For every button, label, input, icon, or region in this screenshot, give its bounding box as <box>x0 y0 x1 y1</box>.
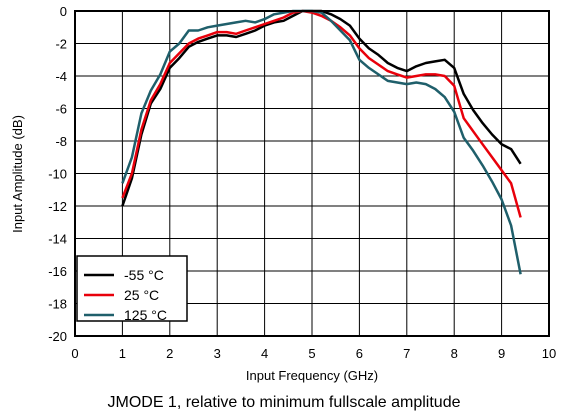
x-axis-title: Input Frequency (GHz) <box>246 368 378 383</box>
x-tick-labels: 0 1 2 3 4 5 6 7 8 9 10 <box>71 346 556 361</box>
y-tick-label: -6 <box>55 102 67 117</box>
x-tick-label: 5 <box>308 346 315 361</box>
y-tick-label: -14 <box>48 232 67 247</box>
y-tick-label: -8 <box>55 134 67 149</box>
y-tick-label: -2 <box>55 37 67 52</box>
x-tick-label: 0 <box>71 346 78 361</box>
y-tick-labels: 0 -2 -4 -6 -8 -10 -12 -14 -16 -18 -20 <box>48 4 67 344</box>
x-tick-label: 10 <box>542 346 556 361</box>
y-tick-label: -4 <box>55 69 67 84</box>
y-tick-label: -10 <box>48 167 67 182</box>
legend: -55 °C 25 °C 125 °C <box>77 256 187 323</box>
legend-label-3: 125 °C <box>124 307 167 323</box>
x-tick-label: 2 <box>166 346 173 361</box>
y-tick-label: 0 <box>60 4 67 19</box>
x-tick-label: 6 <box>356 346 363 361</box>
legend-label-2: 25 °C <box>124 287 159 303</box>
chart-caption: JMODE 1, relative to minimum fullscale a… <box>0 394 568 412</box>
y-tick-label: -16 <box>48 264 67 279</box>
y-tick-label: -18 <box>48 297 67 312</box>
y-tick-label: -20 <box>48 329 67 344</box>
x-tick-label: 7 <box>403 346 410 361</box>
x-tick-label: 9 <box>498 346 505 361</box>
x-tick-label: 4 <box>261 346 268 361</box>
y-tick-label: -12 <box>48 199 67 214</box>
legend-label-1: -55 °C <box>124 267 164 283</box>
x-tick-label: 3 <box>214 346 221 361</box>
y-axis-title: Input Amplitude (dB) <box>10 115 25 233</box>
x-tick-label: 8 <box>451 346 458 361</box>
chart: 0 1 2 3 4 5 6 7 8 9 10 0 -2 -4 -6 -8 -10 -12 -14 -16 -18 -20… <box>0 0 568 392</box>
x-tick-label: 1 <box>119 346 126 361</box>
